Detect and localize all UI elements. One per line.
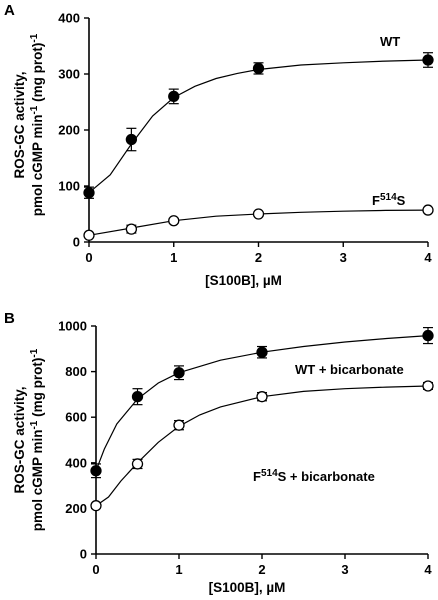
fit-curve — [88, 59, 429, 194]
y-tick-label: 0 — [73, 235, 80, 250]
y-tick-label: 800 — [65, 364, 87, 379]
series-filled: WT + bicarbonate — [90, 326, 434, 479]
data-point — [252, 208, 265, 220]
data-point — [83, 187, 95, 199]
y-tick-label: 600 — [65, 410, 87, 425]
data-point — [422, 380, 434, 392]
y-axis-title-line2: pmol cGMP min-1 (mg prot)-1 — [29, 348, 46, 531]
y-tick-label: 0 — [80, 547, 87, 562]
x-tick-label: 2 — [258, 562, 265, 577]
y-tick-label: 400 — [58, 11, 80, 26]
x-tick-label: 3 — [341, 562, 348, 577]
data-point — [168, 90, 180, 103]
x-tick-label: 4 — [424, 562, 432, 577]
series-label: F514S + bicarbonate — [253, 468, 375, 485]
panel-b: B 0 200 400 600 800 1000 0 1 2 3 4 [S100B], µM ROS-GC… — [4, 310, 434, 595]
y-tick-label: 1000 — [58, 319, 87, 334]
y-axis-title-line2: pmol cGMP min-1 (mg prot)-1 — [29, 33, 46, 216]
y-tick-label: 300 — [58, 67, 80, 82]
panel-label: A — [4, 2, 15, 19]
series-label: WT + bicarbonate — [295, 362, 404, 377]
data-point — [131, 458, 144, 470]
data-point — [256, 346, 268, 358]
y-tick-label: 200 — [65, 501, 87, 516]
x-tick-label: 4 — [424, 250, 432, 265]
data-point — [173, 367, 185, 379]
panel-a: A 0 100 200 300 400 0 1 2 3 4 [S100B], µM ROS-GC act… — [4, 2, 434, 288]
x-tick-label: 0 — [92, 562, 99, 577]
x-tick-label: 3 — [340, 250, 347, 265]
data-point — [422, 204, 434, 216]
fit-curve — [95, 335, 429, 472]
data-point — [125, 133, 138, 146]
data-point — [90, 465, 102, 477]
x-tick-label: 1 — [170, 250, 177, 265]
series-label: F514S — [372, 192, 406, 209]
y-tick-label: 400 — [65, 455, 87, 470]
y-axis-title-line1: ROS-GC activity, — [12, 386, 27, 493]
y-tick-label: 100 — [58, 179, 80, 194]
x-tick-label: 1 — [175, 562, 182, 577]
x-tick-label: 0 — [85, 250, 92, 265]
panel-label: B — [4, 310, 15, 327]
data-point — [90, 500, 102, 512]
series-label: WT — [380, 34, 400, 49]
series-open: F514S — [83, 192, 434, 241]
data-point — [168, 215, 180, 227]
data-point — [252, 62, 265, 75]
fit-curve — [95, 385, 429, 507]
series-open: F514S + bicarbonate — [90, 380, 434, 512]
y-axis-title-line1: ROS-GC activity, — [12, 71, 27, 178]
x-axis-title: [S100B], µM — [209, 580, 286, 595]
series-filled: WT — [83, 34, 434, 199]
data-point — [256, 391, 268, 403]
data-point — [173, 419, 185, 431]
x-tick-label: 2 — [255, 250, 262, 265]
data-point — [422, 54, 434, 66]
data-point — [83, 229, 95, 241]
data-point — [131, 391, 144, 403]
data-point — [125, 223, 138, 235]
data-point — [422, 329, 434, 342]
y-tick-label: 200 — [58, 123, 80, 138]
x-axis-title: [S100B], µM — [205, 273, 282, 288]
